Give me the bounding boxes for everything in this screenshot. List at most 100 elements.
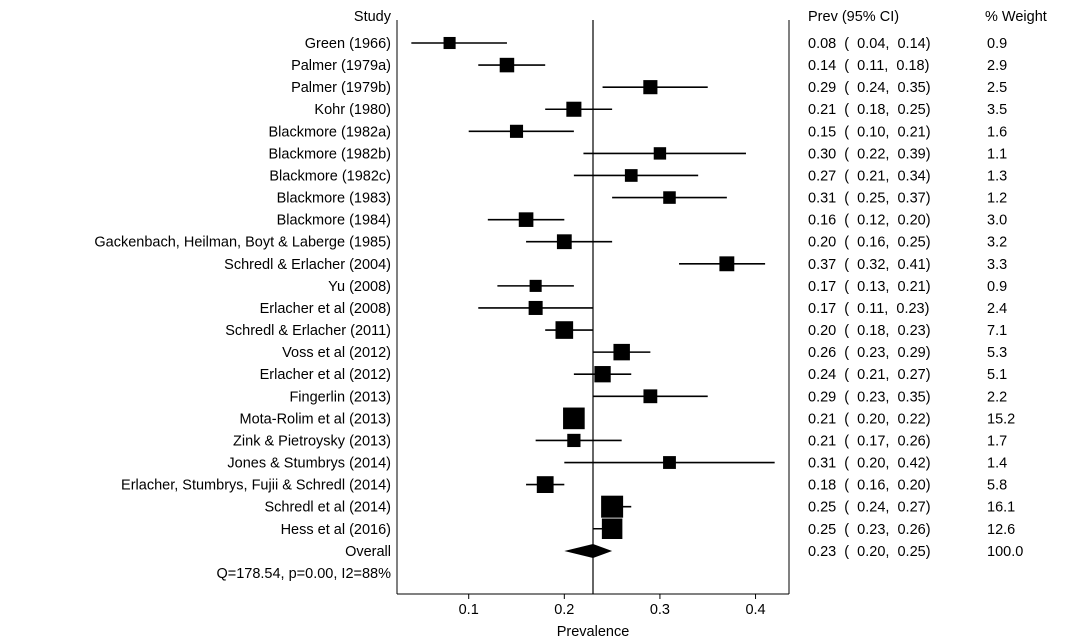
point-estimate-marker — [663, 191, 676, 204]
study-label: Voss et al (2012) — [282, 345, 391, 361]
study-row: Blackmore (1983) 0.31 ( 0.25, 0.37) 1.2 — [277, 191, 1008, 207]
study-row: Green (1966) 0.08 ( 0.04, 0.14) 0.9 — [305, 36, 1007, 52]
x-tick-label: 0.1 — [459, 602, 479, 618]
study-row: Schredl et al (2014) 0.25 ( 0.24, 0.27) 16… — [264, 495, 1015, 518]
point-estimate-marker — [443, 36, 456, 50]
study-column-header: Study — [354, 9, 392, 25]
study-row: Palmer (1979b) 0.29 ( 0.24, 0.35) 2.5 — [291, 80, 1007, 96]
point-estimate-marker — [613, 343, 630, 361]
study-row: Hess et al (2016) 0.25 ( 0.23, 0.26) 12.6 — [281, 518, 1015, 540]
point-estimate-marker — [536, 476, 554, 494]
estimate-text: 0.16 ( 0.12, 0.20) — [808, 213, 931, 229]
study-row: Yu (2008) 0.17 ( 0.13, 0.21) 0.9 — [328, 279, 1007, 295]
weight-text: 3.0 — [987, 213, 1007, 229]
point-estimate-marker — [624, 169, 638, 182]
study-row: Blackmore (1982a) 0.15 ( 0.10, 0.21) 1.6 — [269, 124, 1008, 140]
study-label: Blackmore (1982b) — [269, 146, 392, 162]
weight-text: 1.6 — [987, 124, 1007, 140]
weight-text: 2.9 — [987, 58, 1007, 74]
estimate-text: 0.24 ( 0.21, 0.27) — [808, 367, 931, 383]
estimate-text: 0.25 ( 0.23, 0.26) — [808, 522, 931, 538]
x-tick-label: 0.3 — [650, 602, 670, 618]
estimate-text: 0.18 ( 0.16, 0.20) — [808, 478, 931, 494]
weight-text: 5.3 — [987, 345, 1007, 361]
weight-text: 5.1 — [987, 367, 1007, 383]
weight-text: 2.2 — [987, 389, 1007, 405]
weight-text: 1.3 — [987, 168, 1007, 184]
estimate-text: 0.26 ( 0.23, 0.29) — [808, 345, 931, 361]
overall-diamond — [564, 544, 613, 558]
point-estimate-marker — [556, 234, 572, 250]
study-row: Schredl & Erlacher (2004) 0.37 ( 0.32, 0.… — [224, 256, 1007, 273]
study-label: Zink & Pietroysky (2013) — [233, 433, 391, 449]
estimate-text: 0.21 ( 0.18, 0.25) — [808, 102, 931, 118]
point-estimate-marker — [566, 101, 582, 117]
weight-text: 16.1 — [987, 500, 1015, 516]
weight-text: 3.2 — [987, 235, 1007, 251]
estimate-text: 0.27 ( 0.21, 0.34) — [808, 168, 931, 184]
study-row: Blackmore (1984) 0.16 ( 0.12, 0.20) 3.0 — [277, 212, 1007, 229]
study-label: Jones & Stumbrys (2014) — [227, 456, 391, 472]
study-row: Blackmore (1982c) 0.27 ( 0.21, 0.34) 1.3 — [269, 168, 1007, 184]
estimate-text: 0.31 ( 0.20, 0.42) — [808, 456, 931, 472]
overall-row: Overall 0.23 ( 0.20, 0.25) 100.0 Q=178.5… — [216, 544, 1023, 582]
estimate-text: 0.29 ( 0.24, 0.35) — [808, 80, 931, 96]
x-tick-label: 0.4 — [745, 602, 765, 618]
point-estimate-marker — [594, 366, 611, 383]
study-label: Erlacher, Stumbrys, Fujii & Schredl (201… — [121, 478, 391, 494]
study-label: Gackenbach, Heilman, Boyt & Laberge (198… — [94, 235, 391, 251]
estimate-text: 0.17 ( 0.11, 0.23) — [808, 301, 929, 317]
study-label: Yu (2008) — [328, 279, 391, 295]
point-estimate-marker — [719, 256, 735, 272]
point-estimate-marker — [499, 57, 515, 73]
weight-text: 12.6 — [987, 522, 1015, 538]
study-row: Mota-Rolim et al (2013) 0.21 ( 0.20, 0.22… — [240, 407, 1015, 430]
estimate-text: 0.29 ( 0.23, 0.35) — [808, 389, 931, 405]
point-estimate-marker — [643, 80, 658, 95]
heterogeneity-text: Q=178.54, p=0.00, I2=88% — [216, 566, 391, 582]
weight-text: 15.2 — [987, 411, 1015, 427]
point-estimate-marker — [653, 147, 667, 160]
estimate-text: 0.14 ( 0.11, 0.18) — [808, 58, 929, 74]
study-label: Schredl & Erlacher (2004) — [224, 257, 391, 273]
study-label: Blackmore (1982c) — [269, 168, 391, 184]
x-tick-label: 0.2 — [554, 602, 574, 618]
plot-axes — [396, 20, 790, 595]
study-label: Hess et al (2016) — [281, 522, 391, 538]
estimate-text: 0.15 ( 0.10, 0.21) — [808, 124, 931, 140]
weight-text: 7.1 — [987, 323, 1007, 339]
weight-text: 1.7 — [987, 433, 1007, 449]
study-row: Jones & Stumbrys (2014) 0.31 ( 0.20, 0.42… — [227, 456, 1007, 472]
point-estimate-marker — [529, 279, 542, 292]
weight-text: 1.4 — [987, 456, 1007, 472]
study-row: Schredl & Erlacher (2011) 0.20 ( 0.18, 0.… — [225, 321, 1007, 339]
study-row: Palmer (1979a) 0.14 ( 0.11, 0.18) 2.9 — [291, 57, 1007, 74]
study-label: Mota-Rolim et al (2013) — [240, 411, 392, 427]
point-estimate-marker — [601, 495, 624, 518]
estimate-text: 0.31 ( 0.25, 0.37) — [808, 191, 931, 207]
weight-text: 1.2 — [987, 191, 1007, 207]
estimate-text: 0.37 ( 0.32, 0.41) — [808, 257, 931, 273]
study-rows: Green (1966) 0.08 ( 0.04, 0.14) 0.9 Palmer … — [94, 36, 1015, 540]
point-estimate-marker — [555, 321, 574, 339]
study-row: Erlacher, Stumbrys, Fujii & Schredl (201… — [121, 476, 1007, 494]
estimate-text: 0.21 ( 0.17, 0.26) — [808, 433, 931, 449]
weight-text: 3.5 — [987, 102, 1007, 118]
weight-text: 2.5 — [987, 80, 1007, 96]
point-estimate-marker — [663, 456, 676, 469]
point-estimate-marker — [643, 389, 658, 404]
estimate-text: 0.20 ( 0.18, 0.23) — [808, 323, 931, 339]
overall-weight-text: 100.0 — [987, 544, 1023, 560]
overall-label: Overall — [345, 544, 391, 560]
study-label: Fingerlin (2013) — [289, 389, 391, 405]
estimate-column-header: Prev (95% CI) — [808, 9, 899, 25]
study-row: Erlacher et al (2012) 0.24 ( 0.21, 0.27) 5… — [260, 366, 1007, 383]
study-label: Palmer (1979a) — [291, 58, 391, 74]
study-row: Gackenbach, Heilman, Boyt & Laberge (198… — [94, 234, 1007, 251]
estimate-text: 0.17 ( 0.13, 0.21) — [808, 279, 931, 295]
study-label: Erlacher et al (2012) — [260, 367, 391, 383]
estimate-text: 0.20 ( 0.16, 0.25) — [808, 235, 931, 251]
study-label: Erlacher et al (2008) — [260, 301, 391, 317]
point-estimate-marker — [518, 212, 534, 227]
